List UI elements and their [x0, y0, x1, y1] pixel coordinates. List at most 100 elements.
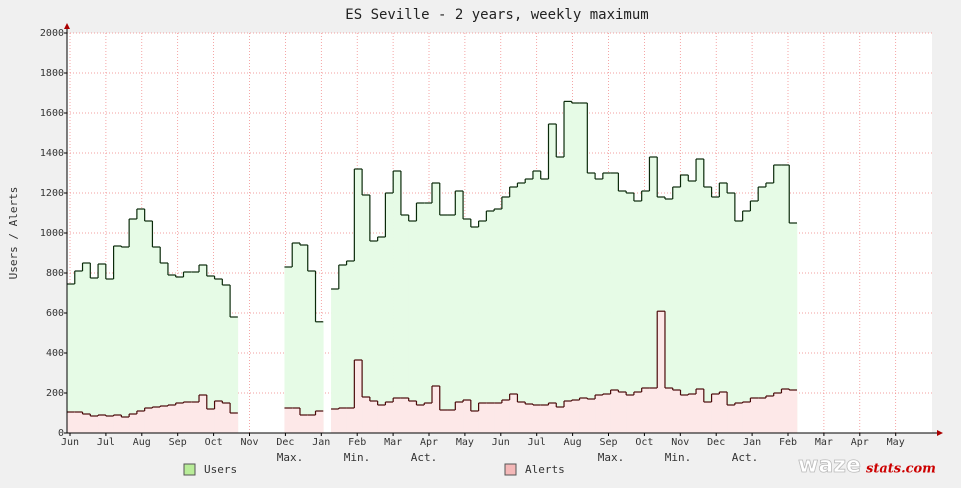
- area-step: [183, 402, 192, 433]
- area-step: [191, 402, 200, 433]
- area-step: [152, 407, 161, 433]
- area-step: [167, 405, 177, 433]
- area-step: [765, 183, 775, 433]
- area-step: [191, 272, 200, 433]
- area-step: [532, 405, 542, 433]
- area-step: [463, 400, 472, 433]
- x-tick-label: Jul: [528, 437, 546, 448]
- area-step: [727, 405, 736, 433]
- marks: [67, 100, 798, 434]
- x-tick-label: Feb: [779, 437, 797, 448]
- area-step: [299, 415, 309, 433]
- area-step: [626, 193, 635, 433]
- y-tick-label: 1800: [40, 68, 64, 79]
- area-step: [284, 408, 293, 433]
- area-step: [183, 272, 192, 433]
- area-step: [129, 414, 138, 433]
- area-step: [98, 415, 107, 433]
- area-step: [214, 279, 223, 433]
- area-step: [67, 412, 76, 433]
- x-tick-label: Aug: [133, 437, 151, 448]
- area-step: [781, 165, 790, 433]
- area-step: [734, 221, 743, 433]
- area-step: [532, 171, 542, 433]
- area-step: [455, 191, 464, 433]
- area-step: [439, 410, 448, 433]
- area-step: [618, 392, 627, 433]
- y-tick-label: 600: [46, 308, 64, 319]
- x-tick-label: Jun: [492, 437, 510, 448]
- y-axis-arrow: [64, 23, 70, 29]
- area-step: [463, 219, 472, 433]
- legend-stat-header: Act.: [411, 451, 438, 464]
- x-tick-label: Feb: [348, 437, 366, 448]
- area-step: [719, 392, 728, 433]
- area-step: [556, 407, 565, 433]
- area-step: [742, 402, 751, 433]
- area-step: [230, 413, 239, 433]
- area-step: [206, 276, 215, 433]
- area-step: [509, 187, 518, 433]
- area-step: [672, 187, 681, 433]
- area-step: [540, 179, 549, 433]
- x-tick-label: Mar: [384, 437, 402, 448]
- x-tick-label: Nov: [240, 437, 258, 448]
- area-step: [385, 193, 394, 433]
- x-tick-label: Aug: [564, 437, 582, 448]
- area-step: [74, 271, 83, 433]
- area-step: [307, 271, 316, 433]
- y-tick-label: 800: [46, 268, 64, 279]
- area-step: [432, 386, 441, 433]
- area-step: [385, 402, 394, 433]
- area-step: [98, 264, 107, 433]
- area-step: [175, 403, 184, 433]
- x-tick-label: Jan: [312, 437, 330, 448]
- area-step: [113, 246, 122, 433]
- x-tick-label: Nov: [671, 437, 689, 448]
- area-step: [369, 401, 378, 433]
- legend-swatch: [183, 463, 196, 476]
- area-step: [400, 398, 410, 433]
- area-step: [470, 411, 479, 433]
- area-step: [501, 400, 510, 433]
- x-tick-label: Dec: [276, 437, 294, 448]
- area-step: [424, 203, 433, 433]
- area-step: [602, 173, 611, 433]
- area-step: [67, 284, 76, 433]
- x-tick-label: Oct: [635, 437, 653, 448]
- area-step: [408, 401, 417, 433]
- x-tick-label: May: [456, 437, 474, 448]
- area-step: [455, 402, 464, 433]
- legend-label: Users: [204, 463, 237, 476]
- area-step: [696, 159, 705, 433]
- area-step: [292, 408, 301, 433]
- area-step: [602, 394, 611, 433]
- area-step: [230, 317, 239, 433]
- area-step: [199, 395, 208, 433]
- legend-stat-header: Act.: [732, 451, 759, 464]
- area-step: [167, 275, 177, 433]
- area-step: [206, 409, 215, 433]
- area-step: [641, 388, 650, 433]
- area-step: [633, 392, 642, 433]
- axes: [64, 23, 943, 436]
- x-tick-label: Jul: [97, 437, 115, 448]
- area-step: [587, 173, 596, 433]
- area-step: [105, 279, 114, 433]
- area-step: [727, 193, 736, 433]
- area-step: [494, 403, 503, 433]
- area-step: [362, 195, 371, 433]
- area-step: [649, 157, 658, 433]
- area-step: [136, 411, 145, 433]
- area-step: [610, 173, 619, 433]
- x-tick-label: Sep: [169, 437, 187, 448]
- area-step: [696, 389, 705, 433]
- area-step: [331, 289, 340, 433]
- area-step: [338, 408, 347, 433]
- area-step: [517, 402, 526, 433]
- area-step: [354, 360, 363, 433]
- area-step: [129, 219, 138, 433]
- area-step: [346, 261, 355, 433]
- area-step: [105, 416, 114, 433]
